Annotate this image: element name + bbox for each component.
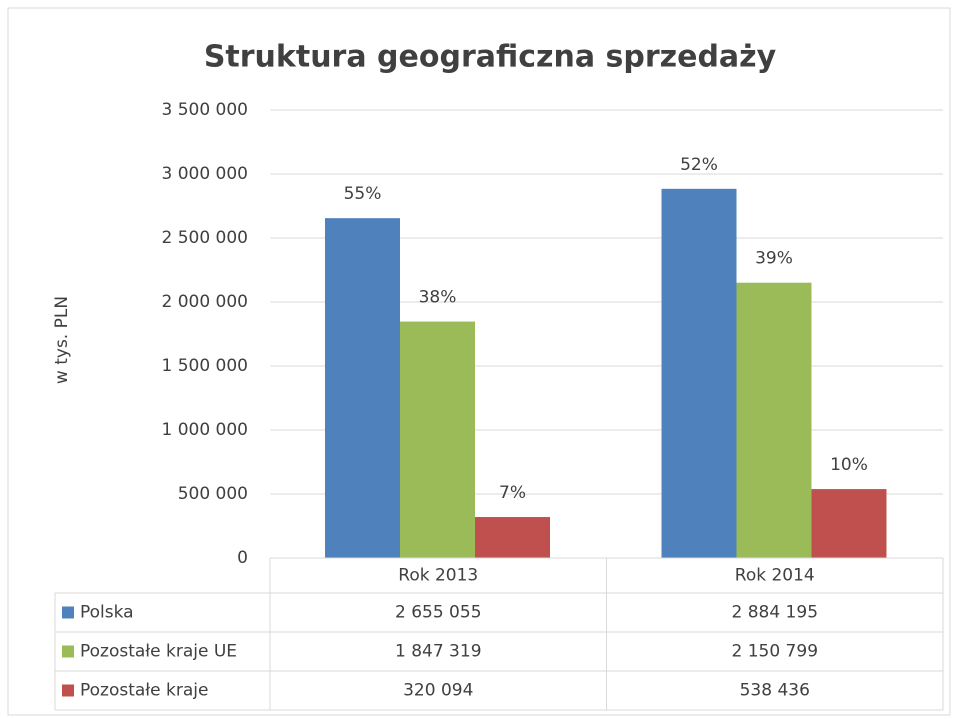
bar bbox=[325, 218, 400, 558]
legend-swatch bbox=[62, 645, 74, 658]
table-cell: 2 884 195 bbox=[731, 603, 818, 623]
bar bbox=[661, 188, 737, 558]
y-tick-label: 500 000 bbox=[178, 484, 248, 504]
y-tick-label: 3 000 000 bbox=[161, 164, 248, 184]
y-tick-label: 2 500 000 bbox=[161, 228, 248, 248]
data-label: 38% bbox=[419, 288, 457, 308]
bar bbox=[400, 321, 475, 558]
data-label: 39% bbox=[755, 249, 793, 269]
y-axis-label: w tys. PLN bbox=[52, 296, 72, 384]
y-tick-label: 1 500 000 bbox=[161, 356, 248, 376]
category-label: Rok 2013 bbox=[398, 566, 478, 586]
table-cell: 1 847 319 bbox=[395, 642, 482, 662]
data-label: 10% bbox=[830, 455, 868, 475]
chart-title: Struktura geograficzna sprzedaży bbox=[204, 40, 777, 75]
bar bbox=[811, 489, 887, 558]
data-label: 55% bbox=[344, 184, 382, 204]
data-label: 52% bbox=[680, 155, 718, 175]
legend-swatch bbox=[62, 684, 74, 697]
bar bbox=[736, 282, 812, 558]
table-cell: 2 150 799 bbox=[731, 642, 818, 662]
table-cell: 2 655 055 bbox=[395, 603, 482, 623]
bar bbox=[475, 517, 550, 558]
category-label: Rok 2014 bbox=[735, 566, 815, 586]
y-tick-label: 2 000 000 bbox=[161, 292, 248, 312]
legend-label: Polska bbox=[80, 603, 134, 623]
y-tick-label: 1 000 000 bbox=[161, 420, 248, 440]
y-tick-label: 3 500 000 bbox=[161, 100, 248, 120]
legend-swatch bbox=[62, 606, 74, 619]
y-tick-label: 0 bbox=[237, 548, 248, 568]
legend-label: Pozostałe kraje bbox=[80, 681, 208, 701]
data-label: 7% bbox=[499, 483, 526, 503]
table-cell: 320 094 bbox=[403, 681, 473, 701]
table-cell: 538 436 bbox=[740, 681, 810, 701]
legend-label: Pozostałe kraje UE bbox=[80, 642, 237, 662]
